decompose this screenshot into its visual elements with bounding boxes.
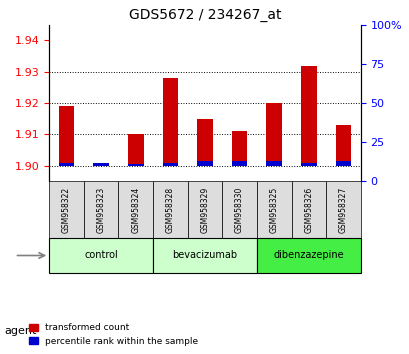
FancyBboxPatch shape [222, 182, 256, 238]
FancyBboxPatch shape [187, 182, 222, 238]
Bar [93, 162, 109, 166]
Bar [58, 162, 74, 166]
Text: dibenzazepine: dibenzazepine [273, 251, 343, 261]
Bar [58, 106, 74, 166]
FancyBboxPatch shape [83, 182, 118, 238]
FancyBboxPatch shape [153, 182, 187, 238]
Bar [128, 164, 143, 166]
Bar [300, 65, 316, 166]
FancyBboxPatch shape [49, 182, 83, 238]
Text: bevacizumab: bevacizumab [172, 251, 237, 261]
Text: GSM958325: GSM958325 [269, 187, 278, 233]
Bar [162, 162, 178, 166]
Bar [128, 135, 143, 166]
FancyBboxPatch shape [326, 182, 360, 238]
Bar [335, 125, 351, 166]
Bar [266, 161, 281, 166]
Bar [300, 162, 316, 166]
Legend: transformed count, percentile rank within the sample: transformed count, percentile rank withi… [25, 320, 201, 349]
FancyBboxPatch shape [256, 238, 360, 273]
Bar [335, 161, 351, 166]
Text: GSM958324: GSM958324 [131, 187, 140, 233]
Text: GSM958327: GSM958327 [338, 187, 347, 233]
Title: GDS5672 / 234267_at: GDS5672 / 234267_at [128, 8, 281, 22]
Text: GSM958330: GSM958330 [234, 187, 243, 233]
Bar [231, 131, 247, 166]
FancyBboxPatch shape [153, 238, 256, 273]
Bar [197, 161, 212, 166]
FancyBboxPatch shape [291, 182, 326, 238]
FancyBboxPatch shape [49, 238, 153, 273]
Text: GSM958329: GSM958329 [200, 187, 209, 233]
Bar [231, 161, 247, 166]
Text: agent: agent [4, 326, 36, 336]
FancyBboxPatch shape [256, 182, 291, 238]
Text: GSM958328: GSM958328 [166, 187, 175, 233]
Text: GSM958326: GSM958326 [303, 187, 312, 233]
Text: GSM958322: GSM958322 [62, 187, 71, 233]
Bar [162, 78, 178, 166]
Text: control: control [84, 251, 118, 261]
Bar [266, 103, 281, 166]
Text: GSM958323: GSM958323 [97, 187, 106, 233]
Bar [197, 119, 212, 166]
FancyBboxPatch shape [118, 182, 153, 238]
